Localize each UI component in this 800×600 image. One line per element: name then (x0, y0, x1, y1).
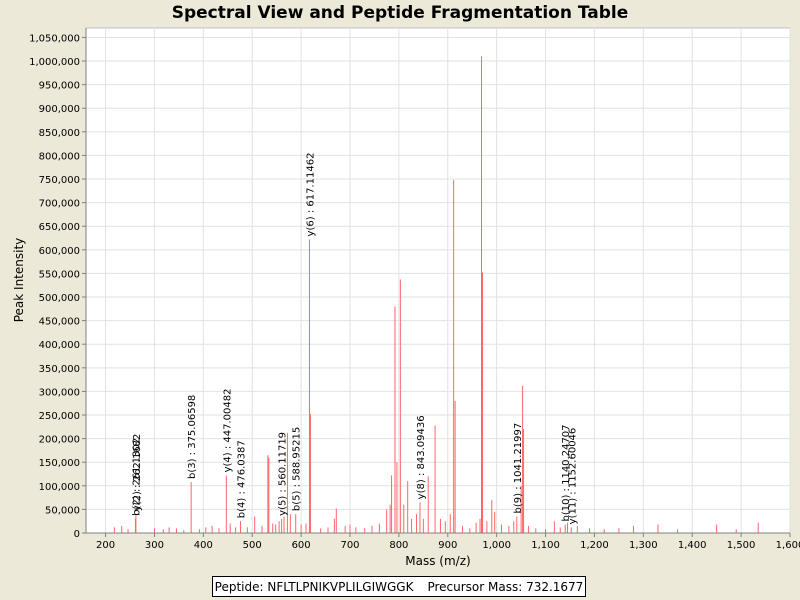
x-tick-label: 1,000 (482, 540, 511, 551)
x-tick-label: 300 (145, 540, 164, 551)
peak-annotation: b(3) : 375.06598 (187, 395, 198, 479)
x-tick-label: 600 (292, 540, 311, 551)
x-tick-label: 500 (243, 540, 262, 551)
y-axis-label: Peak Intensity (12, 238, 26, 323)
peaks (113, 56, 759, 533)
x-tick-label: 800 (389, 540, 408, 551)
peak-annotation: y(8) : 843.09436 (416, 415, 427, 499)
y-tick-label: 700,000 (39, 199, 80, 210)
y-tick-label: 500,000 (39, 293, 80, 304)
x-axis-label: Mass (m/z) (405, 554, 470, 568)
y-tick-label: 750,000 (39, 175, 80, 186)
peak-annotation: y(4) : 447.00482 (222, 389, 233, 473)
x-tick-label: 1,400 (678, 540, 707, 551)
peak-annotation: b(5) : 588.95215 (292, 427, 303, 511)
x-tick-label: 1,600 (776, 540, 800, 551)
y-tick-label: 400,000 (39, 340, 80, 351)
peptide-label: Peptide: NFLTLPNIKVPLILGIWGGK (214, 579, 414, 594)
y-tick-label: 0 (74, 529, 80, 540)
x-tick-label: 1,300 (629, 540, 658, 551)
peak-annotation: b(4) : 476.0387 (237, 440, 248, 518)
peak-annotation: y(2) : 262.1682 (132, 434, 143, 512)
y-tick-label: 600,000 (39, 246, 80, 257)
y-tick-label: 1,000,000 (29, 57, 80, 68)
peak-annotation: y(5) : 560.11719 (278, 432, 289, 516)
chart-title: Spectral View and Peptide Fragmentation … (171, 3, 629, 23)
x-axis-ticks: 200 300 400 500 600 700 800 900 1,000 1,100 1,200 1… (96, 533, 800, 551)
y-tick-label: 850,000 (39, 128, 80, 139)
y-tick-label: 200,000 (39, 435, 80, 446)
y-tick-label: 50,000 (45, 505, 80, 516)
x-tick-label: 200 (96, 540, 115, 551)
y-tick-label: 250,000 (39, 411, 80, 422)
y-tick-label: 100,000 (39, 482, 80, 493)
peak-annotation: b(10) : 1140.24707 (561, 424, 572, 521)
y-tick-label: 550,000 (39, 269, 80, 280)
y-tick-label: 1,050,000 (29, 33, 80, 44)
x-tick-label: 700 (340, 540, 359, 551)
peak-annotation: y(11) : 1152.60046 (567, 428, 578, 525)
peak-annotation: b(2) : 261.1302 (131, 438, 142, 516)
x-tick-label: 1,200 (580, 540, 609, 551)
y-tick-label: 300,000 (39, 387, 80, 398)
y-tick-label: 450,000 (39, 317, 80, 328)
y-tick-label: 900,000 (39, 104, 80, 115)
peptide-info-box: Peptide: NFLTLPNIKVPLILGIWGGK Precursor … (212, 576, 586, 597)
x-tick-label: 900 (438, 540, 457, 551)
y-tick-label: 950,000 (39, 81, 80, 92)
grid (86, 28, 791, 533)
peak-annotation: b(9) : 1041.21997 (513, 423, 524, 514)
y-tick-label: 800,000 (39, 151, 80, 162)
x-tick-label: 1,100 (531, 540, 560, 551)
y-axis-ticks: 0 50,000 100,000 150,000 200,000 250,000 300,0… (29, 33, 86, 540)
peak-annotation: y(6) : 617.11462 (305, 153, 316, 237)
y-tick-label: 650,000 (39, 222, 80, 233)
y-tick-label: 150,000 (39, 458, 80, 469)
x-tick-label: 1,500 (727, 540, 756, 551)
x-tick-label: 400 (194, 540, 213, 551)
precursor-mass-label: Precursor Mass: 732.1677 (427, 579, 584, 594)
y-tick-label: 350,000 (39, 364, 80, 375)
